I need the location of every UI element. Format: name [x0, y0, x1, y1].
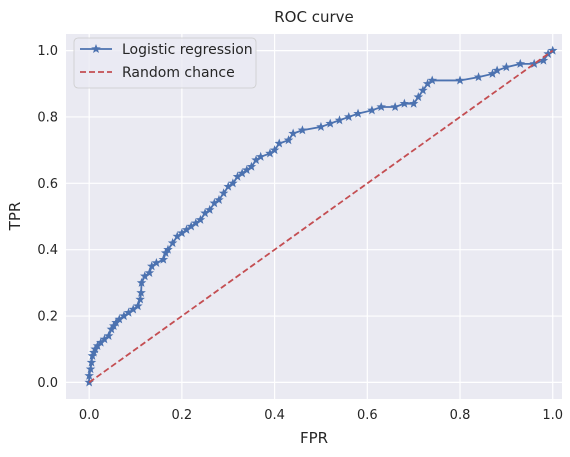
x-tick-label: 1.0 [542, 408, 563, 423]
data-point-star [186, 221, 196, 231]
data-point-star [128, 304, 138, 314]
data-point-star [255, 151, 266, 161]
data-point-star [172, 231, 183, 241]
x-tick-label: 0.4 [264, 408, 285, 423]
data-point-star [399, 98, 410, 108]
data-point-star [473, 72, 484, 82]
data-point-star [325, 118, 335, 128]
y-tick-label: 0.0 [37, 376, 58, 391]
data-point-star [140, 271, 150, 281]
chart-title: ROC curve [274, 8, 354, 26]
data-point-star [151, 257, 162, 267]
data-point-star [214, 194, 224, 204]
data-point-star [228, 178, 238, 188]
legend-box [73, 37, 257, 89]
data-point-star [237, 168, 247, 178]
data-point-star [204, 204, 215, 214]
data-point-star [218, 188, 229, 198]
data-point-star [111, 317, 121, 327]
data-point-star [274, 138, 284, 148]
legend-marker-star [91, 44, 101, 54]
data-point-star [242, 165, 252, 175]
data-point-star [195, 214, 206, 224]
data-point-star [191, 218, 201, 228]
data-point-star [418, 85, 428, 95]
data-point-star [265, 148, 275, 158]
data-point-star [543, 48, 553, 58]
data-point-star [427, 75, 437, 85]
data-point-star [390, 102, 400, 112]
data-point-star [422, 78, 433, 88]
data-point-star [177, 228, 187, 238]
legend: Logistic regression Random chance [73, 37, 257, 89]
data-point-star [376, 102, 386, 112]
data-point-star [515, 58, 526, 68]
data-point-star [123, 307, 134, 317]
data-point-star [367, 105, 377, 115]
data-point-star [344, 111, 354, 121]
x-tick-label: 0.6 [357, 408, 378, 423]
data-point-star [158, 254, 169, 264]
data-point-star [538, 55, 549, 65]
plot-background [66, 34, 562, 399]
legend-label-logistic: Logistic regression [122, 42, 253, 58]
x-axis-label: FPR [300, 429, 328, 447]
series-layer [84, 45, 558, 387]
data-point-star [144, 267, 155, 277]
y-tick-label: 0.2 [37, 310, 58, 325]
data-point-star [163, 244, 173, 254]
data-point-star [223, 181, 233, 191]
data-point-star [487, 68, 498, 78]
data-point-star [99, 334, 110, 344]
y-tick-label: 0.4 [37, 243, 58, 258]
tick-labels: 0.0 0.2 0.4 0.6 0.8 1.0 0.0 0.2 0.4 0.6 0.8 1.0 [37, 44, 563, 423]
x-tick-label: 0.2 [172, 408, 193, 423]
data-point-star [251, 155, 261, 165]
data-point-star [167, 238, 178, 248]
data-point-star [133, 301, 143, 311]
data-point-star [92, 340, 103, 350]
data-point-star [297, 125, 308, 135]
data-point-star [529, 58, 539, 68]
data-point-star [84, 370, 94, 380]
data-point-star [232, 171, 243, 181]
data-point-star [334, 115, 345, 125]
y-tick-label: 0.6 [37, 177, 58, 192]
data-point-star [96, 337, 106, 347]
data-point-star [413, 92, 424, 102]
data-point-star [246, 161, 257, 171]
data-point-star [135, 294, 145, 304]
data-point-star [408, 98, 419, 108]
data-point-star [269, 145, 280, 155]
data-point-star [200, 208, 210, 218]
x-tick-label: 0.0 [79, 408, 100, 423]
data-point-star [283, 135, 294, 145]
data-point-star [501, 62, 512, 72]
y-axis-label: TPR [6, 202, 24, 232]
data-point-star [181, 224, 192, 234]
y-tick-label: 1.0 [37, 44, 58, 59]
series-line-random-chance [88, 49, 554, 384]
data-point-star [455, 75, 465, 85]
data-point-star [85, 364, 96, 374]
data-point-star [86, 357, 97, 367]
data-point-star [119, 311, 129, 321]
data-point-star [103, 330, 114, 340]
x-tick-label: 0.8 [450, 408, 471, 423]
data-point-star [114, 314, 125, 324]
legend-label-random: Random chance [122, 65, 235, 81]
data-point-star [136, 287, 146, 297]
data-point-star [316, 121, 326, 131]
data-point-star [288, 128, 298, 138]
data-point-star [147, 261, 157, 271]
data-point-star [353, 108, 363, 118]
y-tick-label: 0.8 [37, 110, 58, 125]
data-point-star [547, 45, 558, 55]
data-point-star [492, 65, 502, 75]
data-point-star [209, 198, 220, 208]
data-point-star [136, 277, 147, 287]
